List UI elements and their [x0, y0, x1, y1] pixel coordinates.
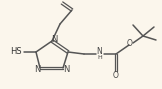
Text: H: H [98, 55, 102, 60]
Text: N: N [51, 36, 57, 44]
Text: O: O [127, 40, 133, 49]
Text: N: N [63, 66, 69, 74]
Text: O: O [113, 71, 119, 80]
Text: N: N [34, 66, 40, 74]
Text: N: N [96, 48, 102, 57]
Text: HS: HS [10, 48, 22, 57]
